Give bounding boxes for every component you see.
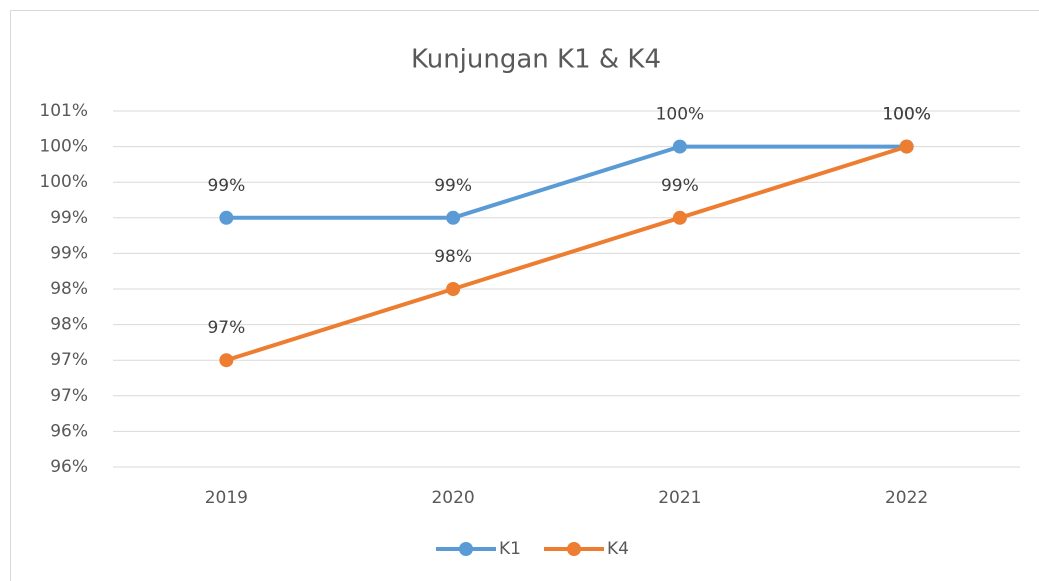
data-label: 99% <box>434 176 472 196</box>
legend-marker <box>459 542 473 556</box>
y-tick-label: 97% <box>50 386 88 406</box>
y-tick-label: 100% <box>39 172 88 192</box>
data-label: 100% <box>882 105 931 125</box>
data-label: 99% <box>661 176 699 196</box>
y-tick-label: 98% <box>50 315 88 335</box>
data-label: 100% <box>656 105 705 125</box>
legend-marker <box>567 542 581 556</box>
y-tick-label: 99% <box>50 243 88 263</box>
y-tick-label: 100% <box>39 137 88 157</box>
data-point <box>899 139 914 154</box>
data-label: 97% <box>207 318 245 338</box>
data-label: 100% <box>882 105 931 125</box>
data-point <box>672 139 687 154</box>
y-tick-label: 96% <box>50 457 88 477</box>
data-point <box>446 210 461 225</box>
x-tick-label: 2022 <box>885 488 928 508</box>
y-tick-label: 98% <box>50 279 88 299</box>
chart-border <box>10 10 1039 581</box>
x-tick-label: 2020 <box>431 488 474 508</box>
series-line <box>225 144 908 363</box>
data-point <box>219 210 234 225</box>
y-tick-label: 96% <box>50 421 88 441</box>
legend-label: K1 <box>499 539 521 559</box>
series-line <box>226 144 907 220</box>
legend-label: K4 <box>607 539 629 559</box>
data-point <box>446 282 461 296</box>
x-tick-label: 2019 <box>205 488 248 508</box>
data-point <box>672 210 687 225</box>
y-tick-label: 101% <box>39 101 88 121</box>
y-tick-label: 97% <box>50 350 88 370</box>
y-tick-label: 99% <box>50 208 88 228</box>
data-label: 98% <box>434 247 472 267</box>
x-tick-label: 2021 <box>658 488 701 508</box>
data-point <box>219 353 234 368</box>
data-label: 99% <box>207 176 245 196</box>
chart-title: Kunjungan K1 & K4 <box>411 45 661 75</box>
